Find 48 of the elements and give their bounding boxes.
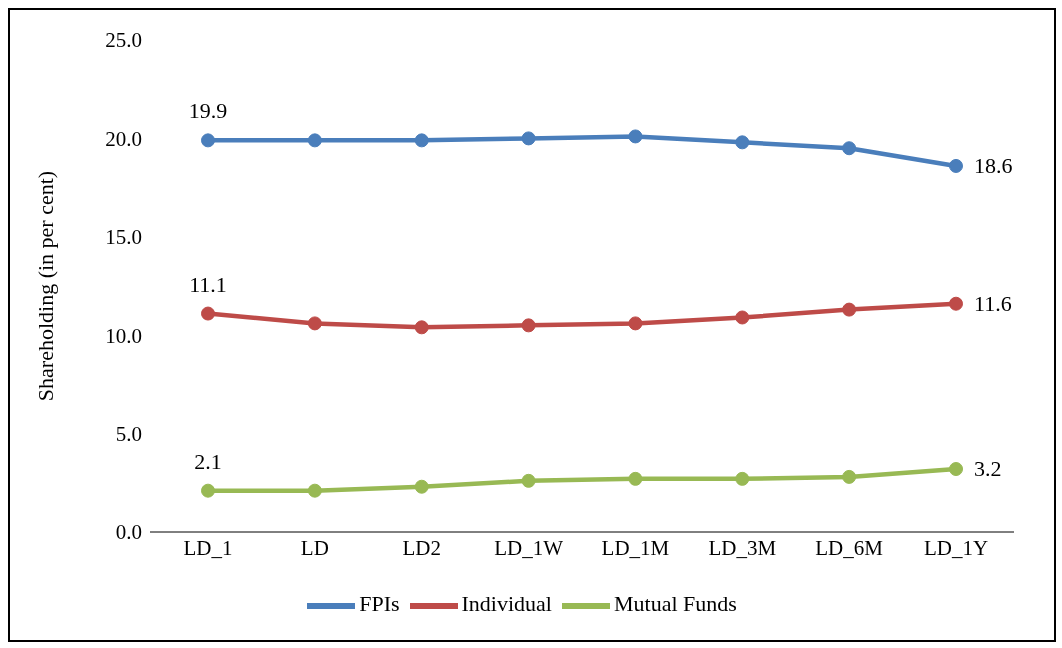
point — [628, 316, 643, 331]
point — [735, 135, 750, 150]
data-label: 3.2 — [974, 456, 1002, 482]
point — [949, 462, 963, 477]
legend-label: FPIs — [359, 591, 400, 617]
x-tick-label: LD_1Y — [923, 535, 989, 560]
point — [307, 316, 322, 331]
x-tick-label: LD — [300, 535, 329, 560]
legend-label: Individual — [461, 591, 552, 617]
point — [414, 479, 429, 494]
data-label: 19.9 — [188, 98, 228, 124]
point — [842, 141, 857, 156]
y-tick-label: 5.0 — [115, 422, 142, 447]
point — [307, 133, 322, 148]
point — [949, 296, 963, 311]
point — [201, 133, 215, 148]
data-label: 11.1 — [189, 271, 227, 297]
x-tick-label: LD_1M — [601, 535, 670, 560]
point — [735, 471, 750, 486]
x-tick-label: LD_1W — [494, 535, 564, 560]
x-tick-label: LD2 — [402, 535, 441, 560]
point — [521, 473, 536, 488]
y-tick-label: 10.0 — [105, 323, 142, 348]
point — [521, 318, 536, 333]
point — [414, 320, 429, 335]
point — [949, 158, 963, 173]
x-tick-label: LD_1 — [183, 535, 233, 560]
data-label: 2.1 — [194, 448, 222, 474]
point — [201, 483, 215, 498]
x-tick-label: LD_6M — [815, 535, 884, 560]
data-label: 11.6 — [974, 290, 1012, 316]
x-tick-label: LD_3M — [708, 535, 777, 560]
point — [842, 302, 857, 317]
legend-label: Mutual Funds — [613, 591, 737, 617]
point — [414, 133, 429, 148]
y-axis-title: Shareholding (in per cent) — [32, 170, 58, 402]
point — [842, 469, 857, 484]
point — [735, 310, 750, 325]
point — [628, 129, 643, 144]
point — [628, 471, 643, 486]
y-tick-label: 0.0 — [115, 520, 142, 545]
point — [307, 483, 322, 498]
y-tick-label: 15.0 — [105, 225, 142, 250]
point — [201, 306, 215, 321]
data-label: 18.6 — [974, 152, 1013, 178]
y-tick-label: 25.0 — [105, 28, 142, 53]
y-tick-label: 20.0 — [105, 126, 142, 151]
point — [521, 131, 536, 146]
